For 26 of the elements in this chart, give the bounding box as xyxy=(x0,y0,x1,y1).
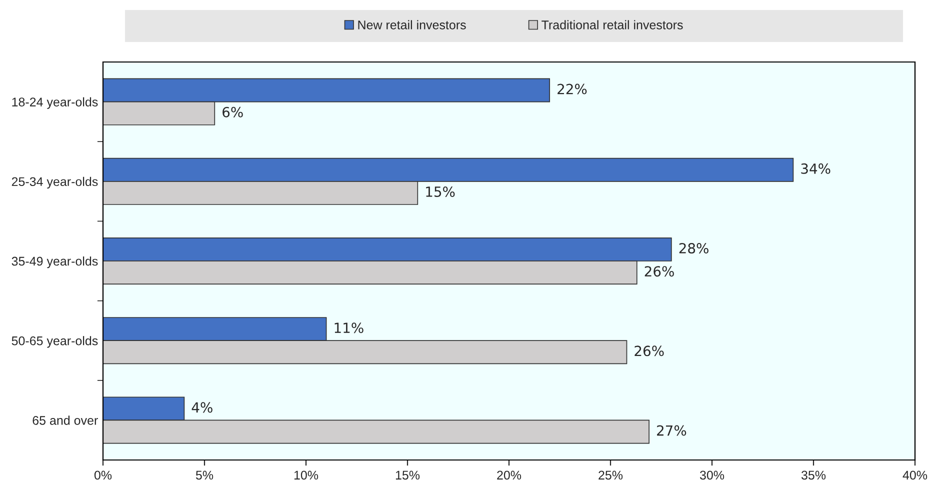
y-tick-label: 18-24 year-olds xyxy=(12,97,98,109)
data-label: 27% xyxy=(657,425,686,436)
x-tick-label: 35% xyxy=(801,470,826,480)
legend-label: Traditional retail investors xyxy=(542,20,683,30)
data-label: 26% xyxy=(634,346,664,356)
x-tick-label: 30% xyxy=(700,470,724,480)
data-label: 15% xyxy=(426,186,455,197)
y-tick-label: 35-49 year-olds xyxy=(12,256,98,268)
data-label: 34% xyxy=(801,163,830,174)
data-label: 11% xyxy=(334,322,364,334)
x-tick-label: 10% xyxy=(294,470,318,480)
x-tick-label: 15% xyxy=(396,470,420,480)
data-label: 6% xyxy=(222,106,243,118)
legend-label: New retail investors xyxy=(358,20,466,30)
x-tick-label: 25% xyxy=(598,470,623,480)
x-tick-label: 5% xyxy=(196,470,214,480)
x-tick-label: 20% xyxy=(497,470,522,480)
x-tick-label: 40% xyxy=(902,470,928,480)
data-label: 28% xyxy=(679,242,708,254)
y-tick-label: 25-34 year-olds xyxy=(12,176,98,189)
data-label: 26% xyxy=(644,266,674,277)
data-label: 4% xyxy=(192,402,212,413)
y-tick-label: 50-65 year-olds xyxy=(12,336,98,348)
x-tick-label: 0% xyxy=(94,470,112,480)
y-tick-label: 65 and over xyxy=(32,416,98,425)
data-label: 22% xyxy=(558,84,587,94)
